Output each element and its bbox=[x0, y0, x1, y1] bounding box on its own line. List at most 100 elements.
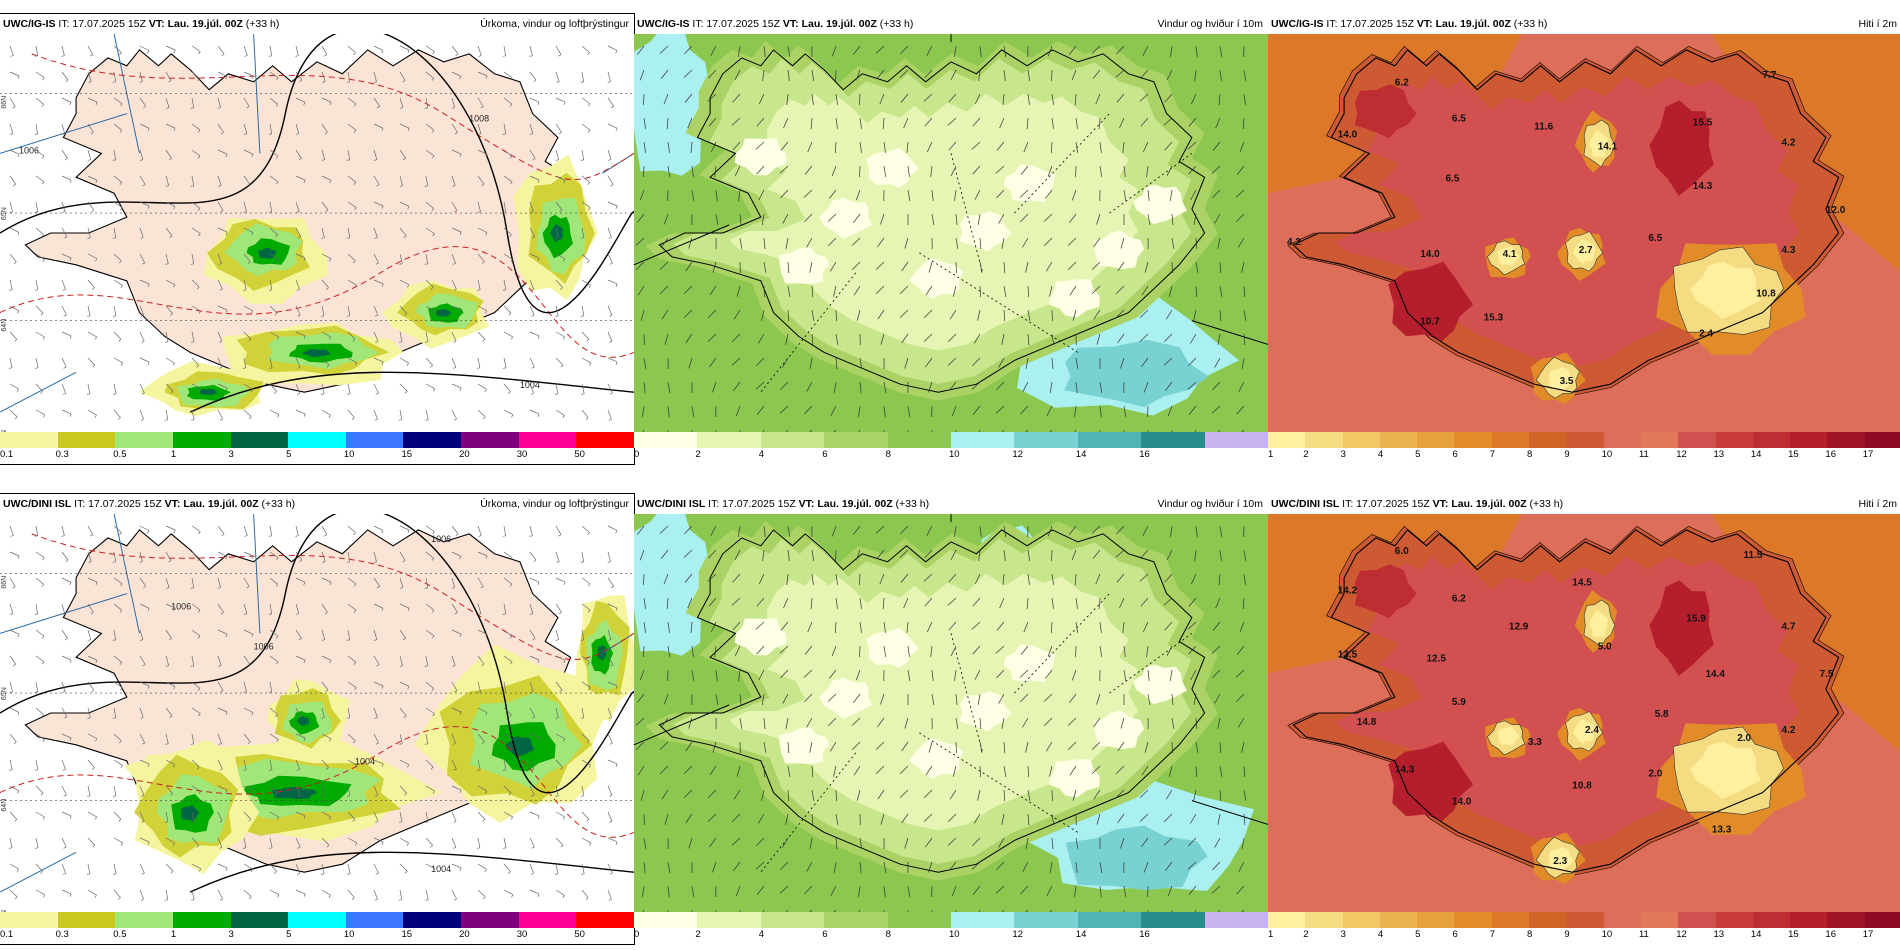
wind-barb bbox=[931, 429, 933, 432]
wind-barb bbox=[295, 551, 303, 563]
colorbar-cell bbox=[576, 912, 635, 928]
wind-barb bbox=[112, 227, 117, 239]
wind-barb bbox=[683, 309, 693, 318]
wind-barb bbox=[883, 141, 886, 153]
wind-barb bbox=[217, 331, 223, 343]
colorbar-tick-label: 17 bbox=[1862, 449, 1874, 460]
colorbar-tick-label: 14 bbox=[1075, 929, 1087, 940]
wind-barb bbox=[785, 717, 789, 729]
wind-barb bbox=[321, 253, 332, 262]
wind-barb bbox=[399, 253, 403, 265]
glacier bbox=[1497, 246, 1520, 267]
wind-barb bbox=[979, 717, 982, 730]
wind-barb bbox=[1164, 141, 1173, 151]
colorbar-tick-label: 6 bbox=[822, 449, 828, 460]
wind-barb bbox=[828, 717, 837, 727]
wind-barb bbox=[347, 525, 356, 536]
wind-barb bbox=[87, 305, 91, 317]
wind-barb bbox=[34, 279, 39, 291]
wind-barb bbox=[555, 525, 562, 537]
wind-barb bbox=[711, 141, 717, 153]
wind-barb bbox=[503, 175, 513, 185]
colorbar-cell bbox=[1305, 432, 1343, 448]
wind-barb bbox=[1139, 309, 1149, 318]
wind-barb bbox=[925, 285, 933, 296]
wind-barb bbox=[906, 141, 909, 153]
wind-barb bbox=[756, 405, 765, 415]
wind-barb bbox=[667, 381, 671, 393]
wind-barb bbox=[664, 813, 669, 825]
panel-title: Hiti í 2m bbox=[1858, 498, 1897, 510]
wind-barb bbox=[113, 759, 123, 768]
precip-area bbox=[296, 716, 310, 727]
valid-time: VT: Lau. 19.júl. 00Z bbox=[1432, 498, 1527, 510]
wind-barb bbox=[877, 237, 885, 248]
wind-barb bbox=[833, 765, 837, 777]
wind-barb bbox=[217, 655, 222, 667]
colorbar-tick-label: 3 bbox=[228, 929, 234, 940]
wind-barb bbox=[930, 165, 933, 177]
wind-barb bbox=[165, 227, 173, 238]
wind-barb bbox=[61, 149, 68, 161]
wind-barb bbox=[139, 577, 147, 589]
wind-barb bbox=[642, 405, 645, 417]
wind-barbs bbox=[635, 45, 1247, 432]
wind-barb bbox=[851, 741, 861, 751]
wind-barb bbox=[1241, 909, 1245, 912]
wind-barb bbox=[900, 573, 909, 583]
wind-barb bbox=[269, 357, 273, 369]
wind-barb bbox=[1046, 405, 1053, 416]
colorbar bbox=[1268, 432, 1900, 448]
wind-barb bbox=[859, 381, 862, 393]
wind-barb bbox=[734, 549, 741, 560]
colorbar-cell bbox=[951, 912, 1015, 928]
wind-barb bbox=[424, 655, 429, 667]
wind-barb bbox=[948, 141, 957, 151]
wind-barb bbox=[809, 837, 813, 849]
wind-barb bbox=[1067, 237, 1077, 246]
wind-barb bbox=[346, 305, 351, 317]
colorbar-tick-label: 14 bbox=[1750, 449, 1762, 460]
lead-time: (+33 h) bbox=[245, 18, 280, 30]
wind-barb bbox=[835, 813, 839, 825]
wind-barb bbox=[607, 227, 612, 239]
wind-barb bbox=[1051, 357, 1054, 370]
wind-barb bbox=[268, 201, 273, 213]
wind-barb bbox=[477, 331, 486, 342]
wind-barb bbox=[529, 357, 535, 369]
wind-barb bbox=[811, 69, 815, 81]
wind-barb bbox=[1139, 93, 1149, 102]
wind-barb bbox=[165, 733, 169, 745]
wind-barb bbox=[998, 837, 1005, 848]
colorbar-tick-label: 3 bbox=[228, 449, 234, 460]
colorbar-tick-label: 17 bbox=[1862, 929, 1874, 940]
wind-barb bbox=[139, 45, 150, 54]
map-area: 10081006100466N65N64N63N bbox=[0, 34, 634, 432]
wind-barb bbox=[1188, 837, 1197, 847]
temperature-value: 3.5 bbox=[1560, 376, 1574, 387]
wind-barb bbox=[1092, 69, 1101, 79]
wind-barb bbox=[1147, 669, 1150, 681]
wind-barb bbox=[811, 765, 814, 778]
wind-barb bbox=[191, 863, 202, 872]
isobar-label: 1004 bbox=[431, 864, 451, 874]
wind-barb bbox=[399, 863, 408, 874]
wind-barb bbox=[555, 681, 563, 693]
wind-barb bbox=[451, 577, 456, 589]
colorbar-cell bbox=[1529, 912, 1567, 928]
colorbar-ticks: 0 2 4 6 8 10 12 14 16 bbox=[634, 448, 1268, 462]
wind-barb bbox=[502, 279, 507, 291]
temperature-value: 4.7 bbox=[1782, 621, 1796, 632]
wind-barb bbox=[607, 71, 611, 83]
isobar-label: 1004 bbox=[520, 380, 540, 390]
wind-barb bbox=[451, 811, 457, 823]
wind-barb bbox=[607, 123, 618, 132]
wind-barb bbox=[35, 409, 46, 418]
wind-barb bbox=[1166, 69, 1173, 81]
wind-barb bbox=[1098, 597, 1101, 610]
wind-barb bbox=[373, 759, 384, 767]
wind-barb bbox=[1051, 333, 1055, 345]
wind-barb bbox=[347, 123, 357, 133]
wind-barb bbox=[1194, 549, 1197, 561]
colorbar-cell bbox=[1454, 912, 1492, 928]
